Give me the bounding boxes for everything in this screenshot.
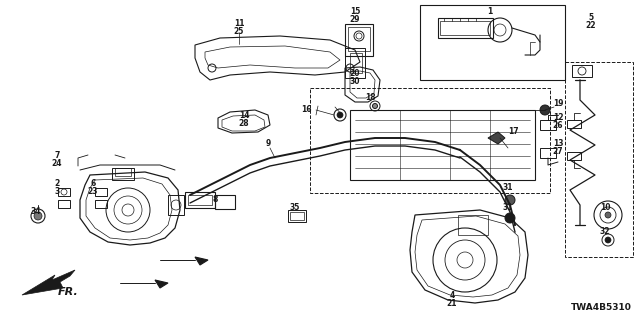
Bar — [188, 195, 212, 205]
Text: 15: 15 — [350, 7, 360, 17]
Circle shape — [34, 212, 42, 220]
Text: 30: 30 — [349, 77, 360, 86]
Polygon shape — [195, 257, 208, 265]
Text: 18: 18 — [365, 92, 375, 101]
Bar — [458, 215, 488, 235]
Bar — [350, 53, 362, 73]
Bar — [115, 168, 131, 176]
Bar — [288, 210, 306, 222]
Text: 12: 12 — [553, 114, 563, 123]
Text: 4: 4 — [449, 291, 454, 300]
Bar — [58, 188, 70, 196]
Bar — [572, 65, 592, 77]
Text: 16: 16 — [301, 106, 312, 115]
Text: 9: 9 — [266, 139, 271, 148]
Text: 32: 32 — [600, 228, 611, 236]
Text: 3: 3 — [54, 187, 60, 196]
Circle shape — [372, 103, 378, 108]
Circle shape — [605, 212, 611, 218]
Text: 20: 20 — [349, 69, 360, 78]
Bar — [310, 88, 550, 193]
Text: 7: 7 — [54, 150, 60, 159]
Circle shape — [605, 237, 611, 243]
Bar — [95, 188, 107, 196]
Bar — [290, 212, 304, 220]
Bar — [440, 21, 490, 35]
Bar — [420, 5, 565, 80]
Text: 22: 22 — [586, 21, 596, 30]
Text: 23: 23 — [88, 187, 99, 196]
Text: 6: 6 — [90, 179, 95, 188]
Text: FR.: FR. — [58, 287, 79, 297]
Text: 1: 1 — [488, 7, 493, 17]
Bar — [168, 195, 184, 215]
Circle shape — [505, 195, 515, 205]
Text: 28: 28 — [239, 119, 250, 129]
Text: 5: 5 — [588, 13, 593, 22]
Text: 25: 25 — [234, 28, 244, 36]
Polygon shape — [488, 132, 505, 144]
Text: 19: 19 — [553, 99, 563, 108]
Text: 31: 31 — [503, 203, 513, 212]
Text: TWA4B5310: TWA4B5310 — [571, 303, 632, 312]
Circle shape — [505, 213, 515, 223]
Bar — [540, 148, 556, 158]
Text: 26: 26 — [553, 122, 563, 131]
Text: 35: 35 — [290, 203, 300, 212]
Polygon shape — [155, 280, 168, 288]
Text: 24: 24 — [52, 158, 62, 167]
Text: 13: 13 — [553, 139, 563, 148]
Text: 14: 14 — [239, 111, 249, 121]
Circle shape — [540, 105, 550, 115]
Bar — [348, 27, 370, 51]
Circle shape — [337, 112, 343, 118]
Bar — [215, 195, 235, 209]
Bar — [112, 168, 134, 180]
Text: 8: 8 — [212, 196, 218, 204]
Bar — [345, 24, 373, 56]
Bar — [95, 200, 107, 208]
Text: 34: 34 — [31, 207, 41, 217]
Bar — [350, 110, 535, 180]
Bar — [540, 120, 556, 130]
Bar — [567, 152, 581, 160]
Text: 31: 31 — [503, 183, 513, 193]
Text: 17: 17 — [508, 127, 518, 137]
Text: 10: 10 — [600, 203, 611, 212]
Bar — [185, 192, 215, 208]
Text: 2: 2 — [54, 179, 60, 188]
Text: 29: 29 — [349, 15, 360, 25]
Polygon shape — [22, 270, 75, 295]
Bar — [345, 48, 365, 78]
Bar — [438, 18, 493, 38]
Bar — [58, 200, 70, 208]
Text: 27: 27 — [553, 147, 563, 156]
Bar — [567, 120, 581, 128]
Text: 11: 11 — [234, 20, 244, 28]
Text: 21: 21 — [447, 299, 457, 308]
Bar — [565, 62, 633, 257]
